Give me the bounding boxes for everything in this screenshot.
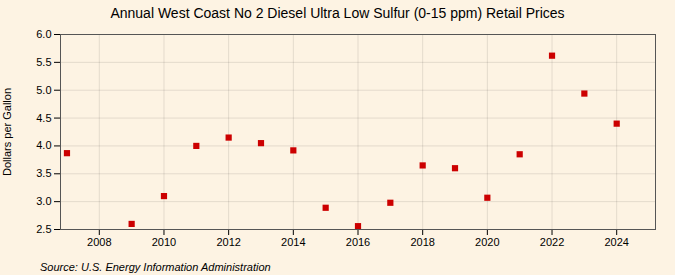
- svg-text:5.5: 5.5: [36, 56, 51, 68]
- svg-text:2.5: 2.5: [36, 223, 51, 235]
- html-text:Annual West Coast No 2 Diesel: Annual West Coast No 2 Diesel Ultra Low …: [110, 5, 565, 21]
- svg-text:2018: 2018: [410, 236, 434, 248]
- svg-text:Dollars per Gallon: Dollars per Gallon: [1, 88, 13, 176]
- svg-text:4.5: 4.5: [36, 112, 51, 124]
- svg-text:2024: 2024: [604, 236, 628, 248]
- svg-text:3.0: 3.0: [36, 195, 51, 207]
- svg-text:5.0: 5.0: [36, 84, 51, 96]
- svg-text:6.0: 6.0: [36, 28, 51, 40]
- svg-text:3.5: 3.5: [36, 167, 51, 179]
- svg-text:2014: 2014: [281, 236, 305, 248]
- svg-text:2020: 2020: [475, 236, 499, 248]
- svg-text:2008: 2008: [87, 236, 111, 248]
- svg-text:2022: 2022: [540, 236, 564, 248]
- svg-text:2016: 2016: [346, 236, 370, 248]
- svg-text:4.0: 4.0: [36, 139, 51, 151]
- svg-text:2010: 2010: [152, 236, 176, 248]
- svg-text:2012: 2012: [216, 236, 240, 248]
- html-text:Source: U.S. Energy Informatio: Source: U.S. Energy Information Administ…: [40, 261, 271, 273]
